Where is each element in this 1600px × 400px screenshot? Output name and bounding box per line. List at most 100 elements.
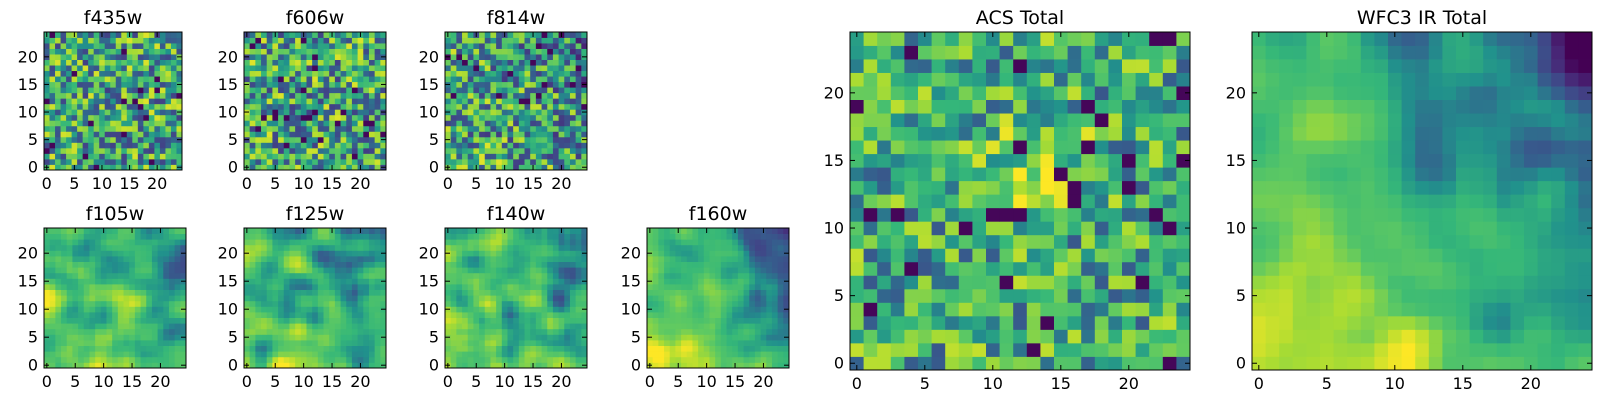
heatmap-cell <box>106 312 113 318</box>
heatmap-cell <box>783 356 790 363</box>
heatmap-cell <box>918 221 932 236</box>
heatmap-cell <box>180 345 187 352</box>
heatmap-cell <box>1176 180 1191 195</box>
heatmap-cell <box>340 250 347 257</box>
heatmap-cell <box>530 136 537 143</box>
heatmap-cell <box>513 340 520 346</box>
heatmap-cell <box>547 120 554 127</box>
heatmap-cell <box>496 131 503 138</box>
heatmap-cell <box>783 233 790 240</box>
heatmap-cell <box>88 120 95 127</box>
heatmap-cell <box>368 92 376 99</box>
heatmap-cell <box>357 70 364 77</box>
heatmap-cell <box>266 109 273 116</box>
heatmap-cell <box>496 362 503 369</box>
heatmap-cell <box>863 329 878 344</box>
heatmap-cell <box>462 153 469 160</box>
heatmap-cell <box>329 103 336 110</box>
heatmap-cell <box>126 136 133 143</box>
heatmap-cell <box>306 334 313 341</box>
x-tick-label: 10 <box>696 372 716 391</box>
heatmap-cell <box>743 244 750 251</box>
heatmap-cell <box>1013 329 1028 344</box>
heatmap-cell <box>496 125 503 132</box>
heatmap-cell <box>317 300 324 307</box>
heatmap-cell <box>1013 315 1028 330</box>
heatmap-cell <box>771 334 779 341</box>
heatmap-cell <box>244 70 251 77</box>
heatmap-cell <box>771 278 779 285</box>
heatmap-cell <box>140 362 147 369</box>
heatmap-cell <box>112 289 119 296</box>
heatmap-cell <box>558 334 565 341</box>
heatmap-cell <box>547 136 554 143</box>
heatmap-cell <box>445 323 452 330</box>
heatmap-cell <box>143 103 150 110</box>
heatmap-cell <box>82 48 89 55</box>
heatmap-cell <box>72 356 79 363</box>
heatmap-cell <box>501 136 508 143</box>
heatmap-cell <box>329 59 336 66</box>
heatmap-cell <box>1040 329 1055 344</box>
heatmap-cell <box>496 70 503 77</box>
heatmap-cell <box>703 300 710 307</box>
heatmap-cell <box>647 323 654 330</box>
heatmap-cell <box>157 272 164 279</box>
heatmap-cell <box>703 272 710 279</box>
heatmap-cell <box>456 233 463 240</box>
heatmap-cell <box>323 323 330 330</box>
heatmap-cell <box>289 81 296 88</box>
heatmap-cell <box>581 158 588 165</box>
heatmap-cell <box>732 278 739 285</box>
heatmap-cell <box>295 76 302 83</box>
heatmap-cell <box>374 284 381 290</box>
heatmap-cell <box>300 103 307 110</box>
heatmap-cell <box>726 239 733 246</box>
heatmap-cell <box>289 125 296 132</box>
heatmap-cell <box>445 125 452 132</box>
heatmap-cell <box>272 244 279 251</box>
heatmap-cell <box>95 278 102 285</box>
heatmap-cell <box>148 32 155 38</box>
heatmap-cell <box>351 328 358 335</box>
heatmap-cell <box>55 43 61 49</box>
panel-title: f105w <box>86 203 145 225</box>
heatmap-cell <box>760 289 767 296</box>
heatmap-cell <box>249 334 256 341</box>
heatmap-cell <box>692 340 699 346</box>
heatmap-cell <box>154 114 161 121</box>
heatmap-cell <box>89 306 96 313</box>
heatmap-cell <box>249 312 256 318</box>
heatmap-cell <box>581 244 588 251</box>
heatmap-cell <box>317 114 324 121</box>
heatmap-cell <box>462 312 469 318</box>
heatmap-cell <box>154 147 161 154</box>
heatmap-cell <box>552 70 559 77</box>
heatmap-cell <box>159 109 166 116</box>
heatmap-cell <box>121 98 128 105</box>
heatmap-cell <box>340 233 347 240</box>
heatmap-cell <box>462 345 469 352</box>
heatmap-cell <box>283 87 290 94</box>
heatmap-cell <box>450 103 457 110</box>
heatmap-cell <box>496 334 503 341</box>
heatmap-cell <box>380 284 387 290</box>
heatmap-cell <box>104 59 111 66</box>
heatmap-cell <box>266 70 273 77</box>
heatmap-cell <box>552 300 559 307</box>
heatmap-cell <box>244 328 251 335</box>
heatmap-cell <box>300 267 307 274</box>
heatmap-cell <box>312 261 319 268</box>
heatmap-cell <box>72 300 79 307</box>
heatmap-cell <box>681 233 688 240</box>
heatmap-cell <box>664 306 671 313</box>
heatmap-cell <box>564 312 571 318</box>
heatmap-cell <box>484 120 491 127</box>
heatmap-cell <box>732 289 739 296</box>
heatmap-cell <box>850 275 864 290</box>
heatmap-cell <box>289 65 296 72</box>
heatmap-cell <box>698 267 705 274</box>
heatmap-cell <box>72 317 79 324</box>
heatmap-cell <box>346 295 353 302</box>
heatmap-cell <box>295 142 302 149</box>
